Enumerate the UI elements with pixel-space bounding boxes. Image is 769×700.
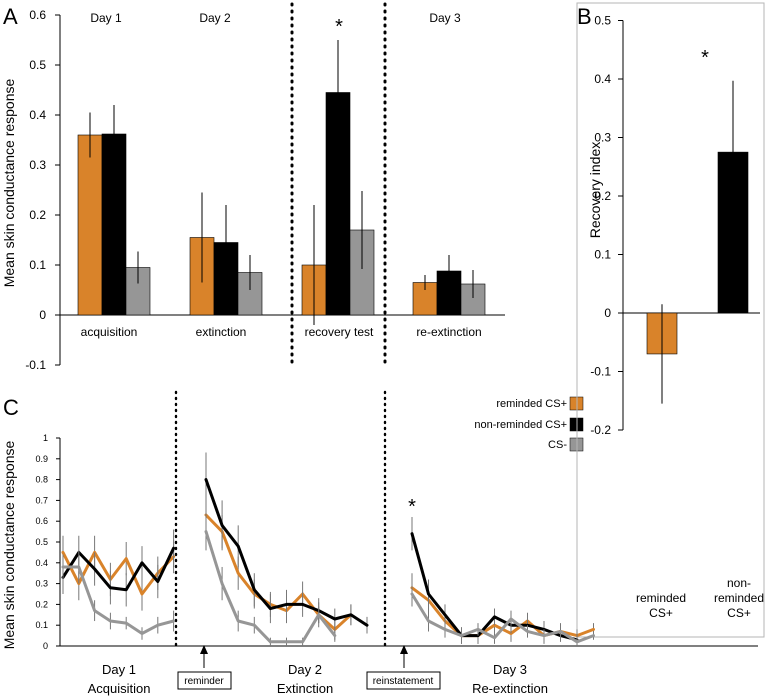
panel-c-y-tick-label: 0.9: [35, 454, 48, 464]
panel-b-category-nonreminded-line-3: CS+: [727, 606, 751, 620]
reminder-box-label: reminder: [184, 676, 224, 687]
reinstatement-arrow-icon: [400, 645, 408, 654]
panel-c-y-tick-label: 0: [43, 641, 48, 651]
panel-b-frame: [576, 2, 765, 638]
category-label-recovery-test: recovery test: [305, 325, 374, 339]
panel-b-significance-star: *: [701, 47, 709, 69]
category-label-acquisition: acquisition: [81, 325, 138, 339]
panel-c-series-line: [61, 565, 176, 635]
panel-b-category-reminded-line-2: CS+: [649, 606, 673, 620]
category-label-re-extinction: re-extinction: [416, 325, 481, 339]
panel-b-y-axis-title: Recovery index: [587, 142, 603, 239]
panel-c-significance-star: *: [408, 496, 416, 518]
panel-c-phase-day2: Day 2: [288, 662, 322, 677]
panel-c-y-tick-label: 0.8: [35, 475, 48, 485]
panel-label-c: C: [3, 395, 19, 420]
panel-b-y-tick-label: 0: [604, 306, 611, 320]
day-3-label: Day 3: [429, 11, 461, 25]
day-2-label: Day 2: [199, 11, 231, 25]
panel-b-category-nonreminded-line-2: reminded: [714, 591, 764, 605]
panel-label-b: B: [577, 4, 592, 29]
panel-c-y-tick-label: 0.4: [35, 558, 48, 568]
panel-c-series-line: [61, 546, 176, 592]
panel-label-a: A: [3, 4, 18, 29]
panel-c-y-tick-label: 0.2: [35, 599, 48, 609]
legend-label-nonreminded: non-reminded CS+: [474, 419, 567, 431]
panel-a-bar: [436, 270, 462, 316]
panel-c-phase-day1: Day 1: [102, 662, 136, 677]
panel-c-phase-extinction: Extinction: [277, 681, 333, 696]
panel-a-y-axis-title: Mean skin conductance response: [1, 79, 17, 288]
reminder-box: [177, 671, 232, 690]
panel-a-y-tick-label: 0: [39, 308, 46, 322]
panel-c-phase-day3: Day 3: [493, 662, 527, 677]
panel-a-y-tick-label: 0.3: [29, 158, 46, 172]
panel-c-series-line: [410, 592, 595, 644]
chart-marks: 0.6 0.5 0.4 0.3 0.2 0.1 0 -0.1 0.5 0.4 0.3 0.2 0.1 0 -…: [25, 2, 760, 651]
panel-a-y-tick-label: 0.4: [29, 108, 46, 122]
reinstatement-box: [366, 671, 441, 690]
panel-b-y-tick-label: -0.1: [590, 365, 611, 379]
reinstatement-box-label: reinstatement: [373, 676, 434, 687]
panel-c-series-line: [204, 530, 337, 644]
panel-c-y-axis-title: Mean skin conductance response: [1, 441, 17, 650]
panel-c-phase-acquisition: Acquisition: [88, 681, 151, 696]
panel-b-y-tick-label: -0.2: [590, 423, 611, 437]
panel-c-y-tick-label: 0.3: [35, 579, 48, 589]
panel-c-y-tick-label: 0.1: [35, 620, 48, 630]
panel-a-y-tick-label: 0.6: [29, 8, 46, 22]
panel-c-y-tick-label: 0.5: [35, 537, 48, 547]
category-label-extinction: extinction: [196, 325, 247, 339]
panel-a-y-tick-label: 0.1: [29, 258, 46, 272]
panel-a-y-tick-label: -0.1: [25, 358, 46, 372]
panel-b-category-reminded-line-1: reminded: [636, 591, 686, 605]
panel-b-y-tick-label: 0.4: [594, 72, 611, 86]
legend-label-reminded: reminded CS+: [496, 398, 567, 410]
panel-a-bar: [77, 134, 103, 316]
panel-a-significance-star: *: [335, 16, 343, 38]
panel-a-y-tick-label: 0.2: [29, 208, 46, 222]
panel-b-category-nonreminded-line-1: non-: [727, 576, 751, 590]
panel-c-y-tick-label: 1: [43, 433, 48, 443]
panel-a-y-tick-label: 0.5: [29, 58, 46, 72]
legend-label-csminus: CS-: [548, 439, 567, 451]
panel-c-y-tick-label: 0.7: [35, 495, 48, 505]
panel-b-y-tick-label: 0.1: [594, 248, 611, 262]
panel-b-y-tick-label: 0.3: [594, 131, 611, 145]
panel-c-y-tick-label: 0.6: [35, 516, 48, 526]
panel-c-phase-re-extinction: Re-extinction: [472, 681, 548, 696]
reminder-arrow-icon: [200, 645, 208, 654]
panel-b-y-tick-label: 0.2: [594, 189, 611, 203]
panel-c-series-line: [204, 478, 369, 627]
panel-a-bar: [101, 133, 127, 316]
day-1-label: Day 1: [90, 11, 122, 25]
panel-b-y-tick-label: 0.5: [594, 14, 611, 28]
panel-c-series-line: [410, 532, 579, 642]
